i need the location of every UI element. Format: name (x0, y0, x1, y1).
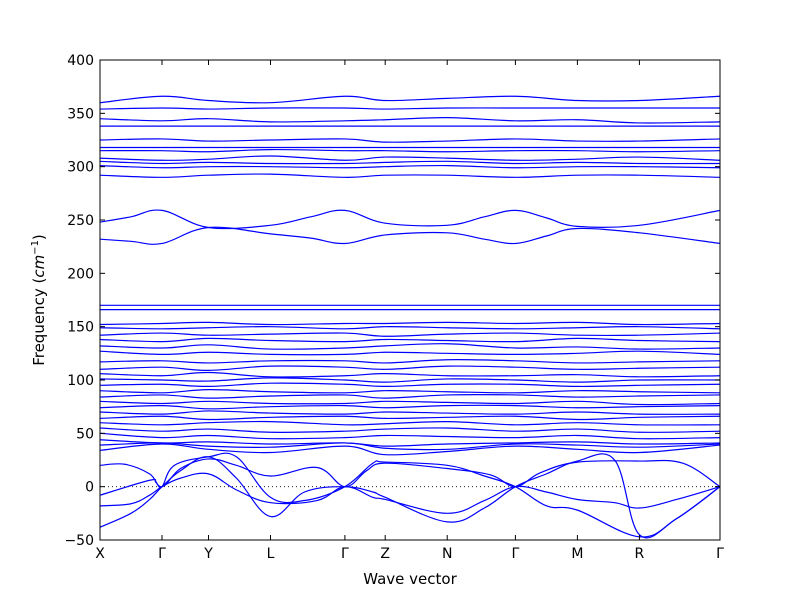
band-line-25 (100, 377, 720, 383)
band-line-5 (100, 138, 720, 143)
band-line-21 (100, 350, 720, 356)
x-tick-label: Y (203, 546, 213, 562)
y-tick-label: 400 (67, 53, 94, 69)
band-line-23 (100, 365, 720, 372)
y-tick-label: 300 (67, 160, 94, 176)
x-tick-label: Γ (158, 546, 166, 562)
band-line-19 (100, 337, 720, 343)
band-line-3 (100, 116, 720, 124)
band-line-1 (100, 95, 720, 104)
x-tick-label: N (442, 546, 452, 562)
plot-frame (99, 59, 721, 541)
band-line-41 (100, 453, 720, 539)
band-line-26 (100, 382, 720, 388)
band-line-17 (100, 326, 720, 330)
x-tick-label: L (267, 546, 275, 562)
x-tick-label: R (635, 546, 645, 562)
y-tick-label: 50 (76, 426, 94, 442)
plot-background (100, 60, 720, 540)
band-line-12 (100, 209, 720, 230)
band-line-33 (100, 420, 720, 426)
y-axis-label: Frequency (cm−1) (30, 234, 48, 366)
y-tick-label: −50 (64, 533, 94, 549)
y-axis-label-unit: cm (30, 255, 48, 278)
band-line-20 (100, 343, 720, 350)
y-tick-label: 100 (67, 373, 94, 389)
band-line-28 (100, 393, 720, 399)
y-tick-label: 0 (85, 480, 94, 496)
y-tick-label: 250 (67, 213, 94, 229)
band-line-7 (100, 148, 720, 153)
y-tick-label: 350 (67, 106, 94, 122)
band-line-22 (100, 359, 720, 364)
band-line-29 (100, 400, 720, 406)
x-tick-label: Z (380, 546, 390, 562)
band-line-35 (100, 432, 720, 440)
x-tick-label: Γ (511, 546, 519, 562)
band-line-24 (100, 371, 720, 378)
y-axis-label-exp: −1 (30, 240, 41, 255)
x-axis-label: Wave vector (363, 570, 457, 588)
band-line-9 (100, 160, 720, 165)
x-tick-label: Γ (341, 546, 349, 562)
band-line-10 (100, 164, 720, 169)
band-line-32 (100, 415, 720, 421)
y-tick-label: 200 (67, 266, 94, 282)
band-line-2 (100, 107, 720, 110)
band-line-8 (100, 155, 720, 161)
band-line-18 (100, 332, 720, 337)
band-line-31 (100, 410, 720, 415)
y-axis-ticks: −50 0 50 100 150 200 250 300 350 400 (64, 53, 720, 549)
y-axis-label-text: Frequency ( (30, 278, 48, 366)
x-tick-label: X (95, 546, 105, 562)
band-line-37 (100, 442, 720, 451)
band-line-34 (100, 427, 720, 433)
band-line-38 (100, 443, 720, 456)
band-line-11 (100, 173, 720, 178)
band-line-16 (100, 321, 720, 326)
y-tick-label: 150 (67, 320, 94, 336)
band-line-27 (100, 388, 720, 394)
x-tick-label: M (571, 546, 583, 562)
band-line-30 (100, 404, 720, 410)
band-line-40 (100, 472, 720, 514)
plot-area (100, 95, 720, 539)
x-tick-label: Γ (716, 546, 724, 562)
band-line-42 (100, 452, 720, 538)
band-line-36 (100, 439, 720, 447)
band-line-13 (100, 226, 720, 245)
y-axis-label-suffix: ) (30, 234, 48, 240)
